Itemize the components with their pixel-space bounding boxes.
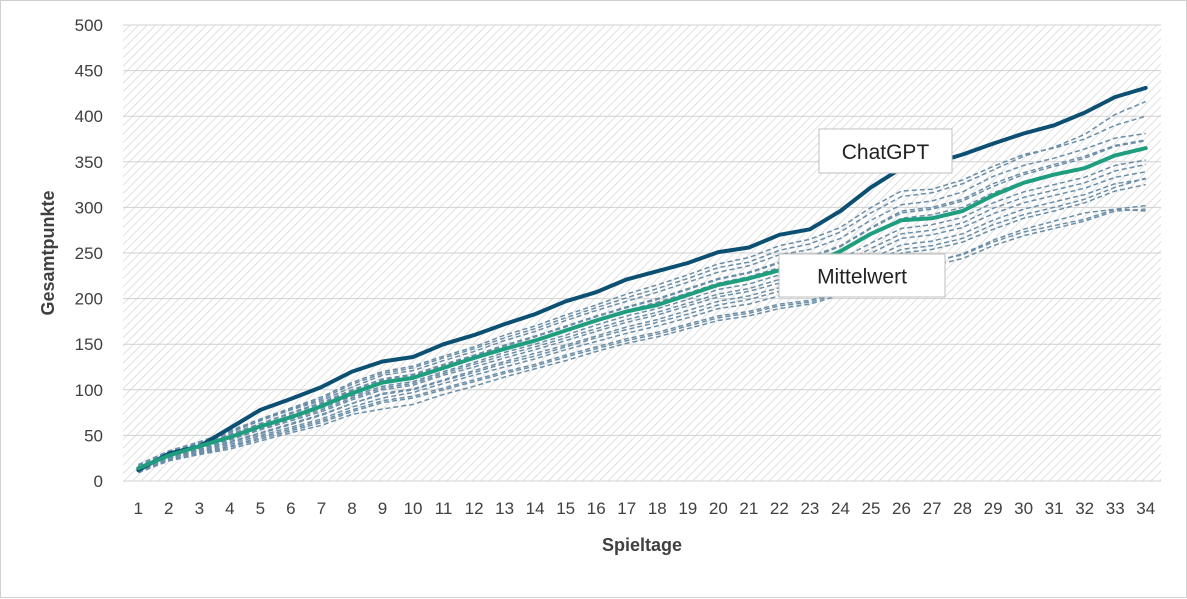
gridlines — [123, 24, 1161, 482]
x-tick-label: 11 — [435, 499, 453, 518]
x-tick-label: 2 — [164, 499, 173, 518]
x-tick-label: 29 — [984, 499, 1003, 518]
dashed-series-line — [138, 208, 1146, 474]
x-tick-label: 8 — [347, 499, 356, 518]
dashed-series-line — [137, 140, 1146, 468]
dashed-series-line — [137, 132, 1146, 468]
callout-label: Mittelwert — [817, 266, 907, 289]
x-tick-label: 27 — [923, 499, 942, 518]
x-tick-label: 32 — [1075, 499, 1094, 518]
dashed-series-line — [138, 204, 1146, 473]
dashed-series-line — [138, 139, 1146, 468]
x-tick-label: 14 — [526, 499, 545, 518]
callouts-group: ChatGPT Mittelwert — [778, 128, 953, 298]
x-tick-label: 3 — [195, 499, 204, 518]
y-tick-label: 50 — [84, 426, 103, 445]
dashed-series-line — [138, 171, 1146, 471]
x-tick-label: 19 — [678, 499, 697, 518]
x-tick-label: 23 — [800, 499, 819, 518]
x-tick-label: 13 — [495, 499, 514, 518]
x-tick-label: 34 — [1136, 499, 1155, 518]
y-tick-label: 350 — [75, 153, 103, 172]
dashed-series-line — [137, 115, 1146, 466]
x-tick-label: 4 — [225, 499, 234, 518]
dashed-series-line — [138, 183, 1146, 472]
callout-label: ChatGPT — [842, 141, 930, 164]
x-tick-label: 16 — [587, 499, 606, 518]
y-tick-label: 250 — [75, 244, 103, 263]
y-tick-label: 450 — [75, 62, 103, 81]
dashed-series-line — [138, 178, 1146, 470]
y-tick-label: 100 — [75, 381, 103, 400]
y-tick-label: 500 — [75, 16, 103, 35]
x-tick-label: 30 — [1014, 499, 1033, 518]
x-tick-label: 26 — [892, 499, 911, 518]
x-tick-label: 22 — [770, 499, 789, 518]
dashed-series-line — [137, 100, 1146, 467]
main-series-group — [136, 85, 1148, 473]
x-tick-label: 28 — [953, 499, 972, 518]
y-tick-label: 200 — [75, 290, 103, 309]
x-tick-label: 6 — [286, 499, 295, 518]
x-tick-label: 25 — [862, 499, 881, 518]
x-tick-label: 1 — [134, 499, 143, 518]
y-tick-label: 0 — [94, 472, 103, 491]
x-tick-label: 21 — [739, 499, 758, 518]
x-tick-label: 20 — [709, 499, 728, 518]
x-tick-label: 31 — [1045, 499, 1064, 518]
x-axis-ticks: 1 2 3 4 5 6 7 8 9 10 11 12 13 14 15 16 17 18 19 20 21 22 23 24 2… — [134, 499, 1156, 518]
x-tick-label: 18 — [648, 499, 667, 518]
callout-box — [818, 128, 953, 174]
x-tick-label: 10 — [404, 499, 423, 518]
x-tick-label: 24 — [831, 499, 850, 518]
x-tick-label: 7 — [317, 499, 326, 518]
x-tick-label: 33 — [1106, 499, 1125, 518]
series-line-mittelwert — [136, 146, 1148, 471]
x-tick-label: 12 — [465, 499, 484, 518]
callout-box — [778, 253, 946, 298]
dashed-series-line — [137, 163, 1146, 471]
x-axis-title: Spieltage — [602, 535, 682, 555]
x-tick-label: 9 — [378, 499, 387, 518]
series-line-chatgpt — [136, 85, 1148, 473]
y-tick-label: 150 — [75, 335, 103, 354]
x-tick-label: 17 — [617, 499, 636, 518]
dashed-series-line — [138, 177, 1146, 472]
dashed-series-line — [138, 208, 1146, 473]
y-tick-label: 400 — [75, 107, 103, 126]
y-tick-label: 300 — [75, 198, 103, 217]
x-tick-label: 5 — [256, 499, 265, 518]
y-axis-ticks: 0 50 100 150 200 250 300 350 400 450 500 — [75, 16, 103, 491]
x-tick-label: 15 — [556, 499, 575, 518]
y-axis-title: Gesamtpunkte — [38, 190, 58, 315]
